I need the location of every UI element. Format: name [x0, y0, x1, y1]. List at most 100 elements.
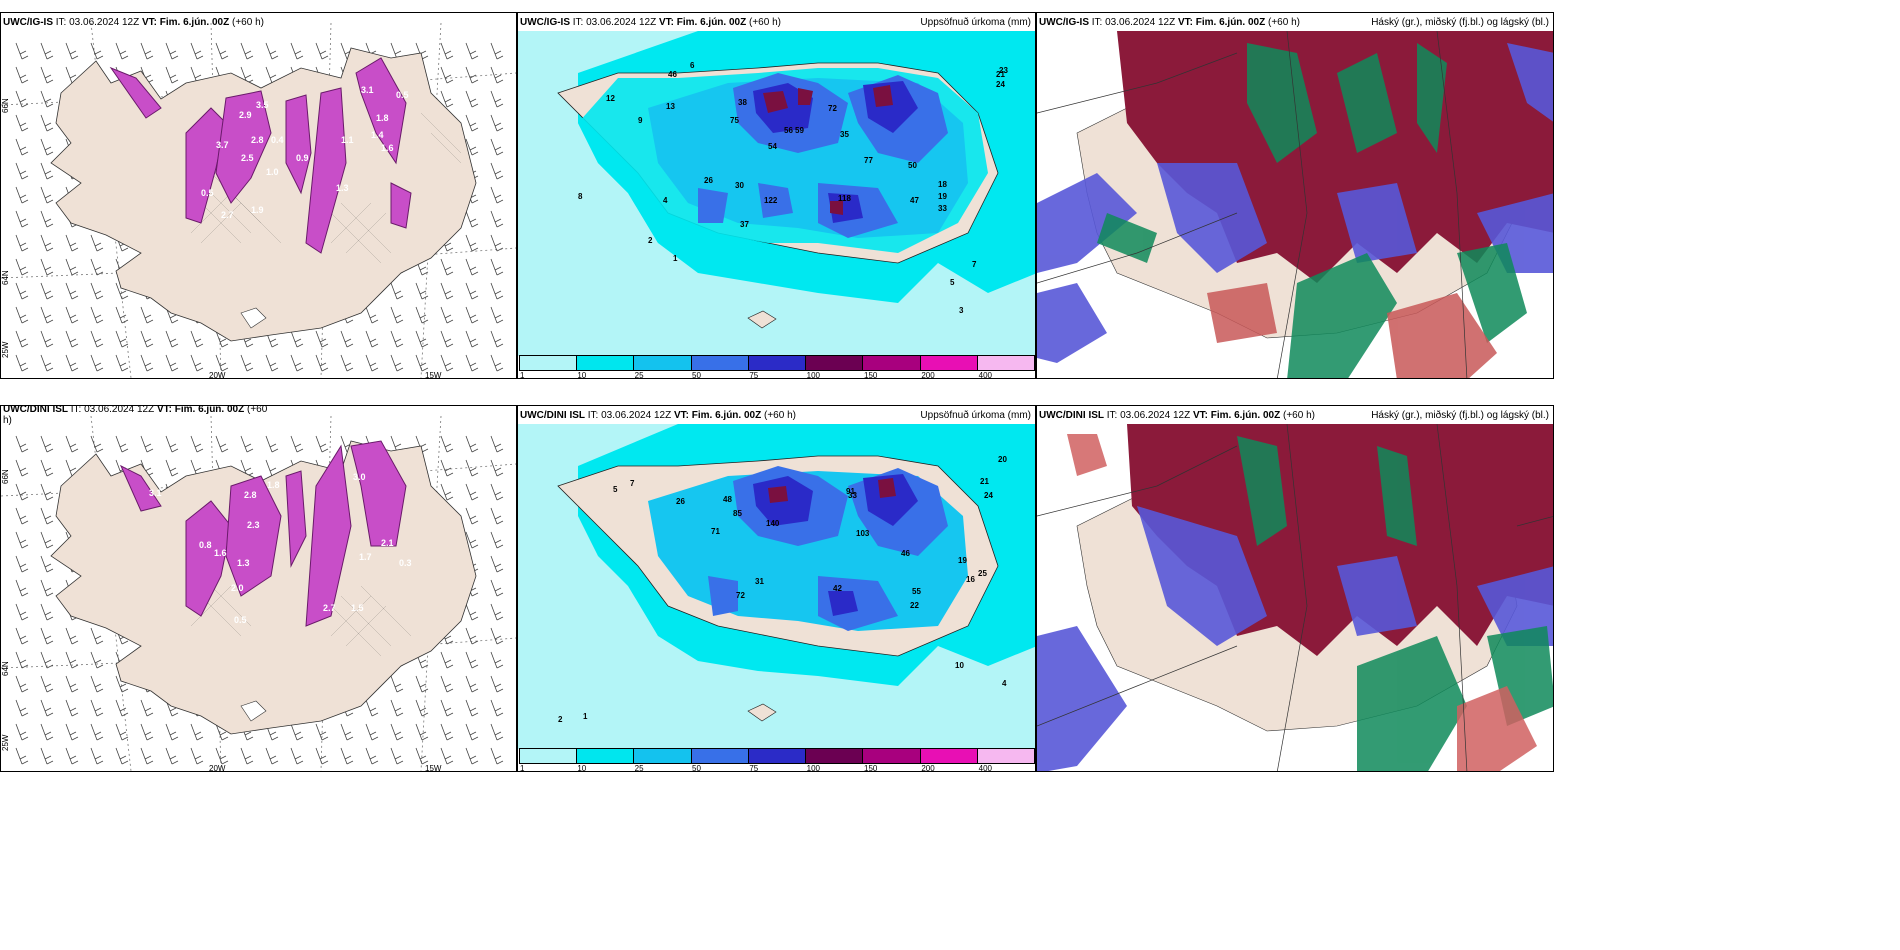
wind-barb — [15, 699, 29, 717]
precip-value-label: 1.6 — [214, 548, 227, 558]
colorbar-swatch — [920, 356, 978, 370]
colorbar-label: 25 — [634, 371, 644, 379]
wind-barb — [490, 66, 504, 84]
precip-value-label: 31 — [755, 577, 764, 586]
wind-barb — [465, 435, 479, 453]
precip-value-label: 48 — [723, 495, 732, 504]
wind-barb — [40, 747, 54, 765]
wind-barb — [490, 627, 504, 645]
precip-value-label: 25 — [978, 569, 987, 578]
wind-barb — [415, 699, 429, 717]
precip-value-label: 0.5 — [396, 90, 409, 100]
wind-barb — [465, 483, 479, 501]
wind-barb — [40, 90, 54, 108]
panel-ig-is-wind-cloud: UWC/IG-IS IT: 03.06.2024 12Z VT: Fim. 6.… — [0, 12, 517, 379]
colorbar-label: 75 — [749, 371, 759, 379]
wind-barb — [490, 531, 504, 549]
wind-barb — [465, 114, 479, 132]
wind-barb — [15, 603, 29, 621]
precip-value-label: 4 — [1002, 679, 1007, 688]
wind-barb — [440, 330, 454, 348]
colorbar-label: 10 — [577, 764, 587, 772]
colorbar-swatch — [806, 749, 864, 763]
colorbar-label: 10 — [577, 371, 587, 379]
precip-value-label: 21 — [996, 70, 1005, 79]
precip-value-label: 3.0 — [353, 472, 366, 482]
panel-header: UWC/DINI ISL IT: 03.06.2024 12Z VT: Fim.… — [520, 410, 796, 421]
wind-barb — [15, 114, 29, 132]
wind-barb — [490, 114, 504, 132]
precip-value-label: 0.8 — [199, 540, 212, 550]
precip-value-label: 26 — [676, 497, 685, 506]
wind-barb — [490, 723, 504, 741]
map-canvas: 3.1 0.5 3.5 2.9 1.8 1.4 2.8 2.5 1.0 0.9 1.3 0.4 1.1 1… — [1, 22, 516, 378]
wind-barb — [415, 723, 429, 741]
precip-value-label: 19 — [958, 556, 967, 565]
wind-barb — [90, 747, 104, 765]
wind-barb — [15, 186, 29, 204]
wind-barb — [115, 306, 129, 324]
panel-title: Uppsöfnuð úrkoma (mm) — [920, 17, 1031, 28]
wind-barb — [465, 210, 479, 228]
wind-barb — [40, 114, 54, 132]
precip-value-label: 77 — [864, 156, 873, 165]
precip-value-label: 33 — [938, 204, 947, 213]
colorbar-label: 1 — [520, 371, 525, 379]
wind-barb — [140, 354, 154, 372]
wind-barb — [165, 723, 179, 741]
precip-value-label: 30 — [735, 181, 744, 190]
precip-value-label: 10 — [955, 661, 964, 670]
precip-value-label: 5 — [613, 485, 618, 494]
colorbar-swatch — [634, 749, 692, 763]
wind-barb — [215, 330, 229, 348]
wind-barb — [165, 66, 179, 84]
model-name: UWC/IG-IS — [1039, 17, 1089, 28]
wind-barb — [40, 282, 54, 300]
wind-barb — [315, 747, 329, 765]
precip-value-label: 21 — [980, 477, 989, 486]
map-canvas — [1037, 30, 1553, 378]
wind-barb — [240, 747, 254, 765]
wind-barb — [90, 627, 104, 645]
wind-barb — [415, 306, 429, 324]
wind-barb — [165, 459, 179, 477]
wind-barb — [465, 459, 479, 477]
colorbar-swatch — [577, 356, 635, 370]
wind-barb — [290, 330, 304, 348]
wind-barb — [15, 675, 29, 693]
precip-value-label: 1.7 — [359, 552, 372, 562]
precip-value-label: 2.7 — [221, 210, 234, 220]
wind-barb — [290, 435, 304, 453]
wind-barb — [115, 435, 129, 453]
wind-barb — [465, 675, 479, 693]
panel-title: Háský (gr.), miðský (fj.bl.) og lágský (… — [1371, 17, 1549, 28]
wind-barb — [90, 651, 104, 669]
wind-barb — [65, 723, 79, 741]
panel-header: UWC/DINI ISL IT: 03.06.2024 12Z VT: Fim.… — [1039, 410, 1315, 421]
wind-barb — [140, 306, 154, 324]
wind-barb — [415, 354, 429, 372]
wind-barb — [65, 651, 79, 669]
precip-value-label: 23 — [999, 66, 1008, 75]
wind-barb — [15, 354, 29, 372]
wind-barb — [40, 555, 54, 573]
wind-barb — [290, 42, 304, 60]
wind-barb — [65, 330, 79, 348]
wind-barb — [40, 579, 54, 597]
wind-barb — [465, 627, 479, 645]
wind-barb — [15, 66, 29, 84]
precip-value-label: 3.7 — [216, 140, 229, 150]
wind-barb — [490, 330, 504, 348]
colorbar-swatch — [977, 749, 1034, 763]
wind-barb — [440, 699, 454, 717]
wind-barb — [465, 747, 479, 765]
panel-header: UWC/IG-IS IT: 03.06.2024 12Z VT: Fim. 6.… — [3, 17, 264, 28]
colorbar-swatch — [691, 356, 749, 370]
wind-barb — [490, 699, 504, 717]
wind-barb — [65, 354, 79, 372]
wind-barb — [390, 354, 404, 372]
wind-barb — [65, 42, 79, 60]
colorbar-swatch — [806, 356, 864, 370]
wind-barb — [215, 723, 229, 741]
